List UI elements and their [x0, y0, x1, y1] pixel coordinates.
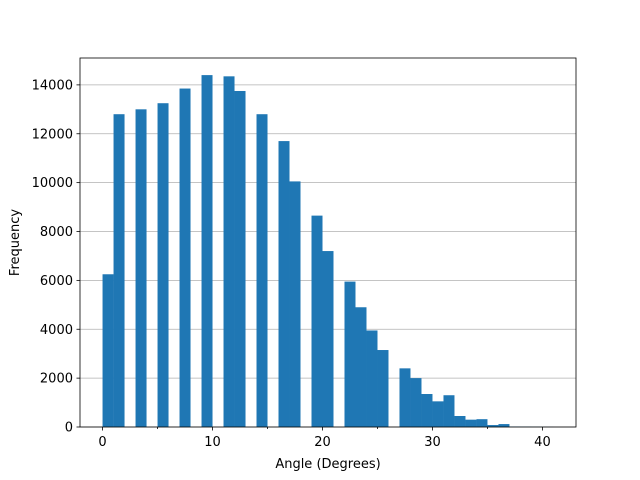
histogram-bar	[113, 114, 125, 428]
y-tick-label: 10000	[32, 176, 73, 191]
x-axis-label: Angle (Degrees)	[275, 457, 380, 472]
y-tick-label: 8000	[40, 225, 73, 240]
histogram-bar	[135, 109, 147, 428]
histogram-bar	[179, 88, 191, 427]
y-tick-label: 14000	[32, 78, 73, 93]
x-tick-label: 30	[424, 435, 441, 450]
histogram-bar	[201, 75, 213, 427]
histogram-bars	[102, 75, 554, 428]
x-tick-label: 40	[534, 435, 551, 450]
histogram-bar	[476, 419, 488, 427]
histogram-bar	[454, 416, 466, 427]
histogram-bar	[443, 395, 455, 427]
y-tick-label: 2000	[40, 372, 73, 387]
axes	[76, 57, 577, 431]
histogram-bar	[289, 181, 301, 427]
histogram-bar	[421, 394, 433, 427]
histogram-bar	[223, 76, 235, 427]
histogram-bar	[432, 401, 444, 427]
histogram-bar	[465, 419, 477, 427]
histogram-bar	[344, 281, 356, 427]
y-axis-label: Frequency	[8, 209, 23, 276]
histogram-bar	[399, 368, 411, 427]
x-tick-label: 0	[98, 435, 106, 450]
histogram-bar	[487, 425, 499, 427]
histogram-bar	[322, 251, 334, 427]
y-tick-label: 6000	[40, 274, 73, 289]
y-tick-label: 4000	[40, 323, 73, 338]
histogram-bar	[498, 424, 510, 427]
histogram-bar	[278, 141, 290, 427]
histogram-bar	[157, 103, 169, 427]
histogram-bar	[234, 90, 246, 428]
histogram-bar	[410, 378, 422, 427]
y-tick-label: 0	[65, 421, 73, 436]
histogram-bar	[355, 307, 367, 427]
x-tick-label: 10	[204, 435, 221, 450]
plot-frame	[79, 57, 577, 428]
y-tick-label: 12000	[32, 127, 73, 142]
x-tick-label: 20	[314, 435, 331, 450]
histogram-bar	[377, 350, 389, 427]
histogram-bar	[102, 274, 114, 427]
histogram-bar	[311, 215, 323, 427]
histogram-bar	[366, 330, 378, 427]
histogram-bar	[256, 114, 268, 428]
tick-labels: 0 10 20 30 40 0 2000 4000 6000 8000 10000 12000 1400…	[32, 78, 551, 450]
